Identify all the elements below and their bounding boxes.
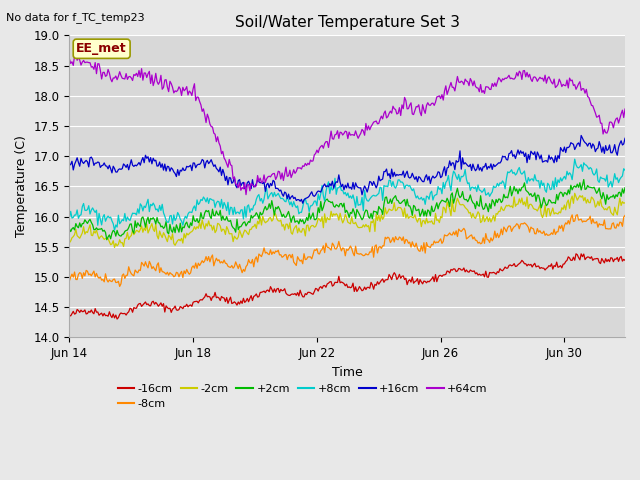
-8cm — [116, 284, 124, 289]
+2cm — [103, 237, 111, 242]
+2cm — [576, 180, 584, 186]
+8cm — [111, 228, 118, 233]
+16cm — [65, 163, 73, 168]
+2cm — [621, 185, 629, 191]
Title: Soil/Water Temperature Set 3: Soil/Water Temperature Set 3 — [235, 15, 460, 30]
+64cm — [390, 106, 398, 112]
+64cm — [72, 52, 80, 58]
-2cm — [621, 200, 629, 205]
Line: +8cm: +8cm — [69, 159, 625, 230]
Legend: -16cm, -8cm, -2cm, +2cm, +8cm, +16cm, +64cm: -16cm, -8cm, -2cm, +2cm, +8cm, +16cm, +6… — [113, 379, 492, 414]
Text: No data for f_TC_temp23: No data for f_TC_temp23 — [6, 12, 145, 23]
-8cm — [389, 235, 397, 240]
-2cm — [506, 204, 514, 210]
Y-axis label: Temperature (C): Temperature (C) — [15, 135, 28, 237]
-16cm — [389, 272, 397, 278]
-2cm — [495, 208, 502, 214]
+16cm — [108, 170, 116, 176]
+64cm — [242, 192, 250, 197]
+16cm — [452, 158, 460, 164]
+8cm — [108, 218, 116, 224]
X-axis label: Time: Time — [332, 366, 363, 379]
-16cm — [495, 270, 502, 276]
+16cm — [495, 160, 502, 166]
Line: +64cm: +64cm — [69, 55, 625, 194]
+64cm — [621, 106, 629, 112]
+16cm — [576, 144, 584, 149]
+16cm — [577, 132, 585, 138]
+8cm — [65, 216, 73, 221]
-8cm — [495, 235, 502, 240]
+16cm — [299, 200, 307, 206]
+2cm — [495, 196, 502, 202]
-16cm — [113, 316, 121, 322]
+16cm — [389, 174, 397, 180]
-2cm — [571, 191, 579, 196]
+8cm — [571, 156, 579, 162]
+16cm — [506, 150, 514, 156]
-2cm — [111, 244, 118, 250]
-8cm — [573, 212, 581, 217]
+2cm — [65, 226, 73, 231]
-16cm — [452, 269, 460, 275]
-16cm — [506, 262, 514, 268]
+16cm — [621, 135, 629, 141]
-2cm — [389, 206, 397, 212]
-8cm — [621, 213, 629, 218]
-8cm — [108, 279, 116, 285]
-2cm — [108, 241, 116, 247]
Line: -8cm: -8cm — [69, 215, 625, 287]
+64cm — [577, 87, 585, 93]
+2cm — [506, 183, 514, 189]
+8cm — [389, 179, 397, 184]
+64cm — [65, 56, 73, 62]
+8cm — [452, 174, 460, 180]
-8cm — [577, 216, 585, 222]
+2cm — [389, 196, 397, 202]
+64cm — [109, 75, 117, 81]
-2cm — [452, 200, 460, 206]
-2cm — [577, 194, 585, 200]
Line: +2cm: +2cm — [69, 180, 625, 240]
+8cm — [621, 168, 629, 173]
+64cm — [454, 73, 461, 79]
+8cm — [506, 169, 514, 175]
-16cm — [108, 315, 116, 321]
Line: -2cm: -2cm — [69, 193, 625, 247]
-16cm — [572, 251, 580, 257]
+64cm — [496, 76, 504, 82]
+2cm — [452, 190, 460, 196]
+64cm — [508, 75, 515, 81]
-8cm — [506, 223, 514, 229]
Line: -16cm: -16cm — [69, 254, 625, 319]
Line: +16cm: +16cm — [69, 135, 625, 203]
-16cm — [621, 257, 629, 263]
+2cm — [109, 228, 117, 233]
-8cm — [452, 228, 460, 234]
-2cm — [65, 240, 73, 246]
+8cm — [495, 183, 502, 189]
Text: EE_met: EE_met — [76, 42, 127, 55]
-16cm — [577, 251, 585, 257]
+2cm — [580, 177, 588, 182]
+8cm — [577, 162, 585, 168]
-16cm — [65, 312, 73, 318]
-8cm — [65, 278, 73, 284]
